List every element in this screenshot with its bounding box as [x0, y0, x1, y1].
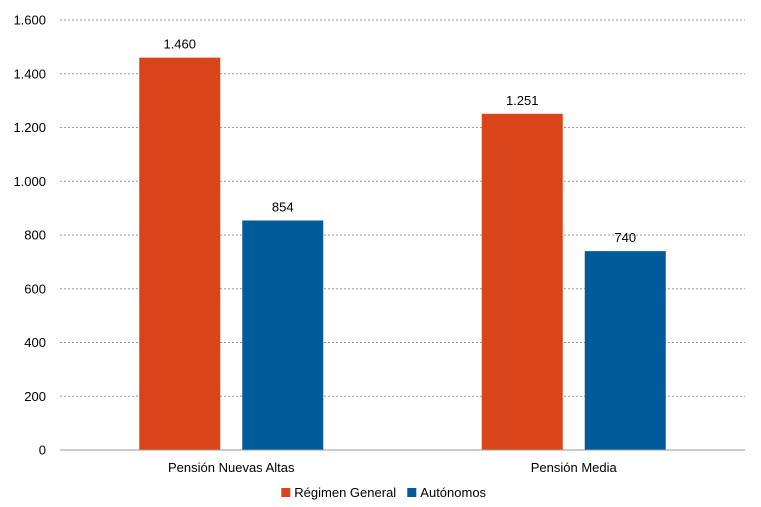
x-tick-label: Pensión Media: [531, 460, 618, 475]
legend-swatch: [281, 488, 291, 497]
data-label: 854: [272, 199, 294, 214]
y-tick-label: 1.600: [13, 13, 46, 28]
legend: Régimen General Autónomos: [281, 485, 487, 500]
y-axis: 0 200 400 600 800 1.000 1.200 1.400 1.600: [13, 13, 46, 458]
legend-label: Régimen General: [294, 485, 396, 500]
data-label: 1.460: [163, 37, 196, 52]
bar: [242, 220, 324, 450]
data-label: 740: [614, 230, 636, 245]
y-tick-label: 800: [24, 228, 46, 243]
y-tick-label: 1.400: [13, 66, 46, 81]
y-tick-label: 200: [24, 389, 46, 404]
y-tick-label: 400: [24, 335, 46, 350]
y-tick-label: 600: [24, 281, 46, 296]
bars: 1.460 854 1.251 740: [139, 37, 666, 450]
bar: [584, 251, 666, 450]
bar: [139, 57, 221, 450]
x-axis: Pensión Nuevas Altas Pensión Media: [60, 449, 745, 475]
y-tick-label: 1.000: [13, 174, 46, 189]
legend-swatch: [407, 488, 417, 497]
y-tick-label: 1.200: [13, 120, 46, 135]
legend-label: Autónomos: [420, 485, 486, 500]
y-tick-label: 0: [39, 443, 46, 458]
data-label: 1.251: [506, 93, 539, 108]
x-tick-label: Pensión Nuevas Altas: [168, 460, 295, 475]
bar: [481, 113, 563, 450]
